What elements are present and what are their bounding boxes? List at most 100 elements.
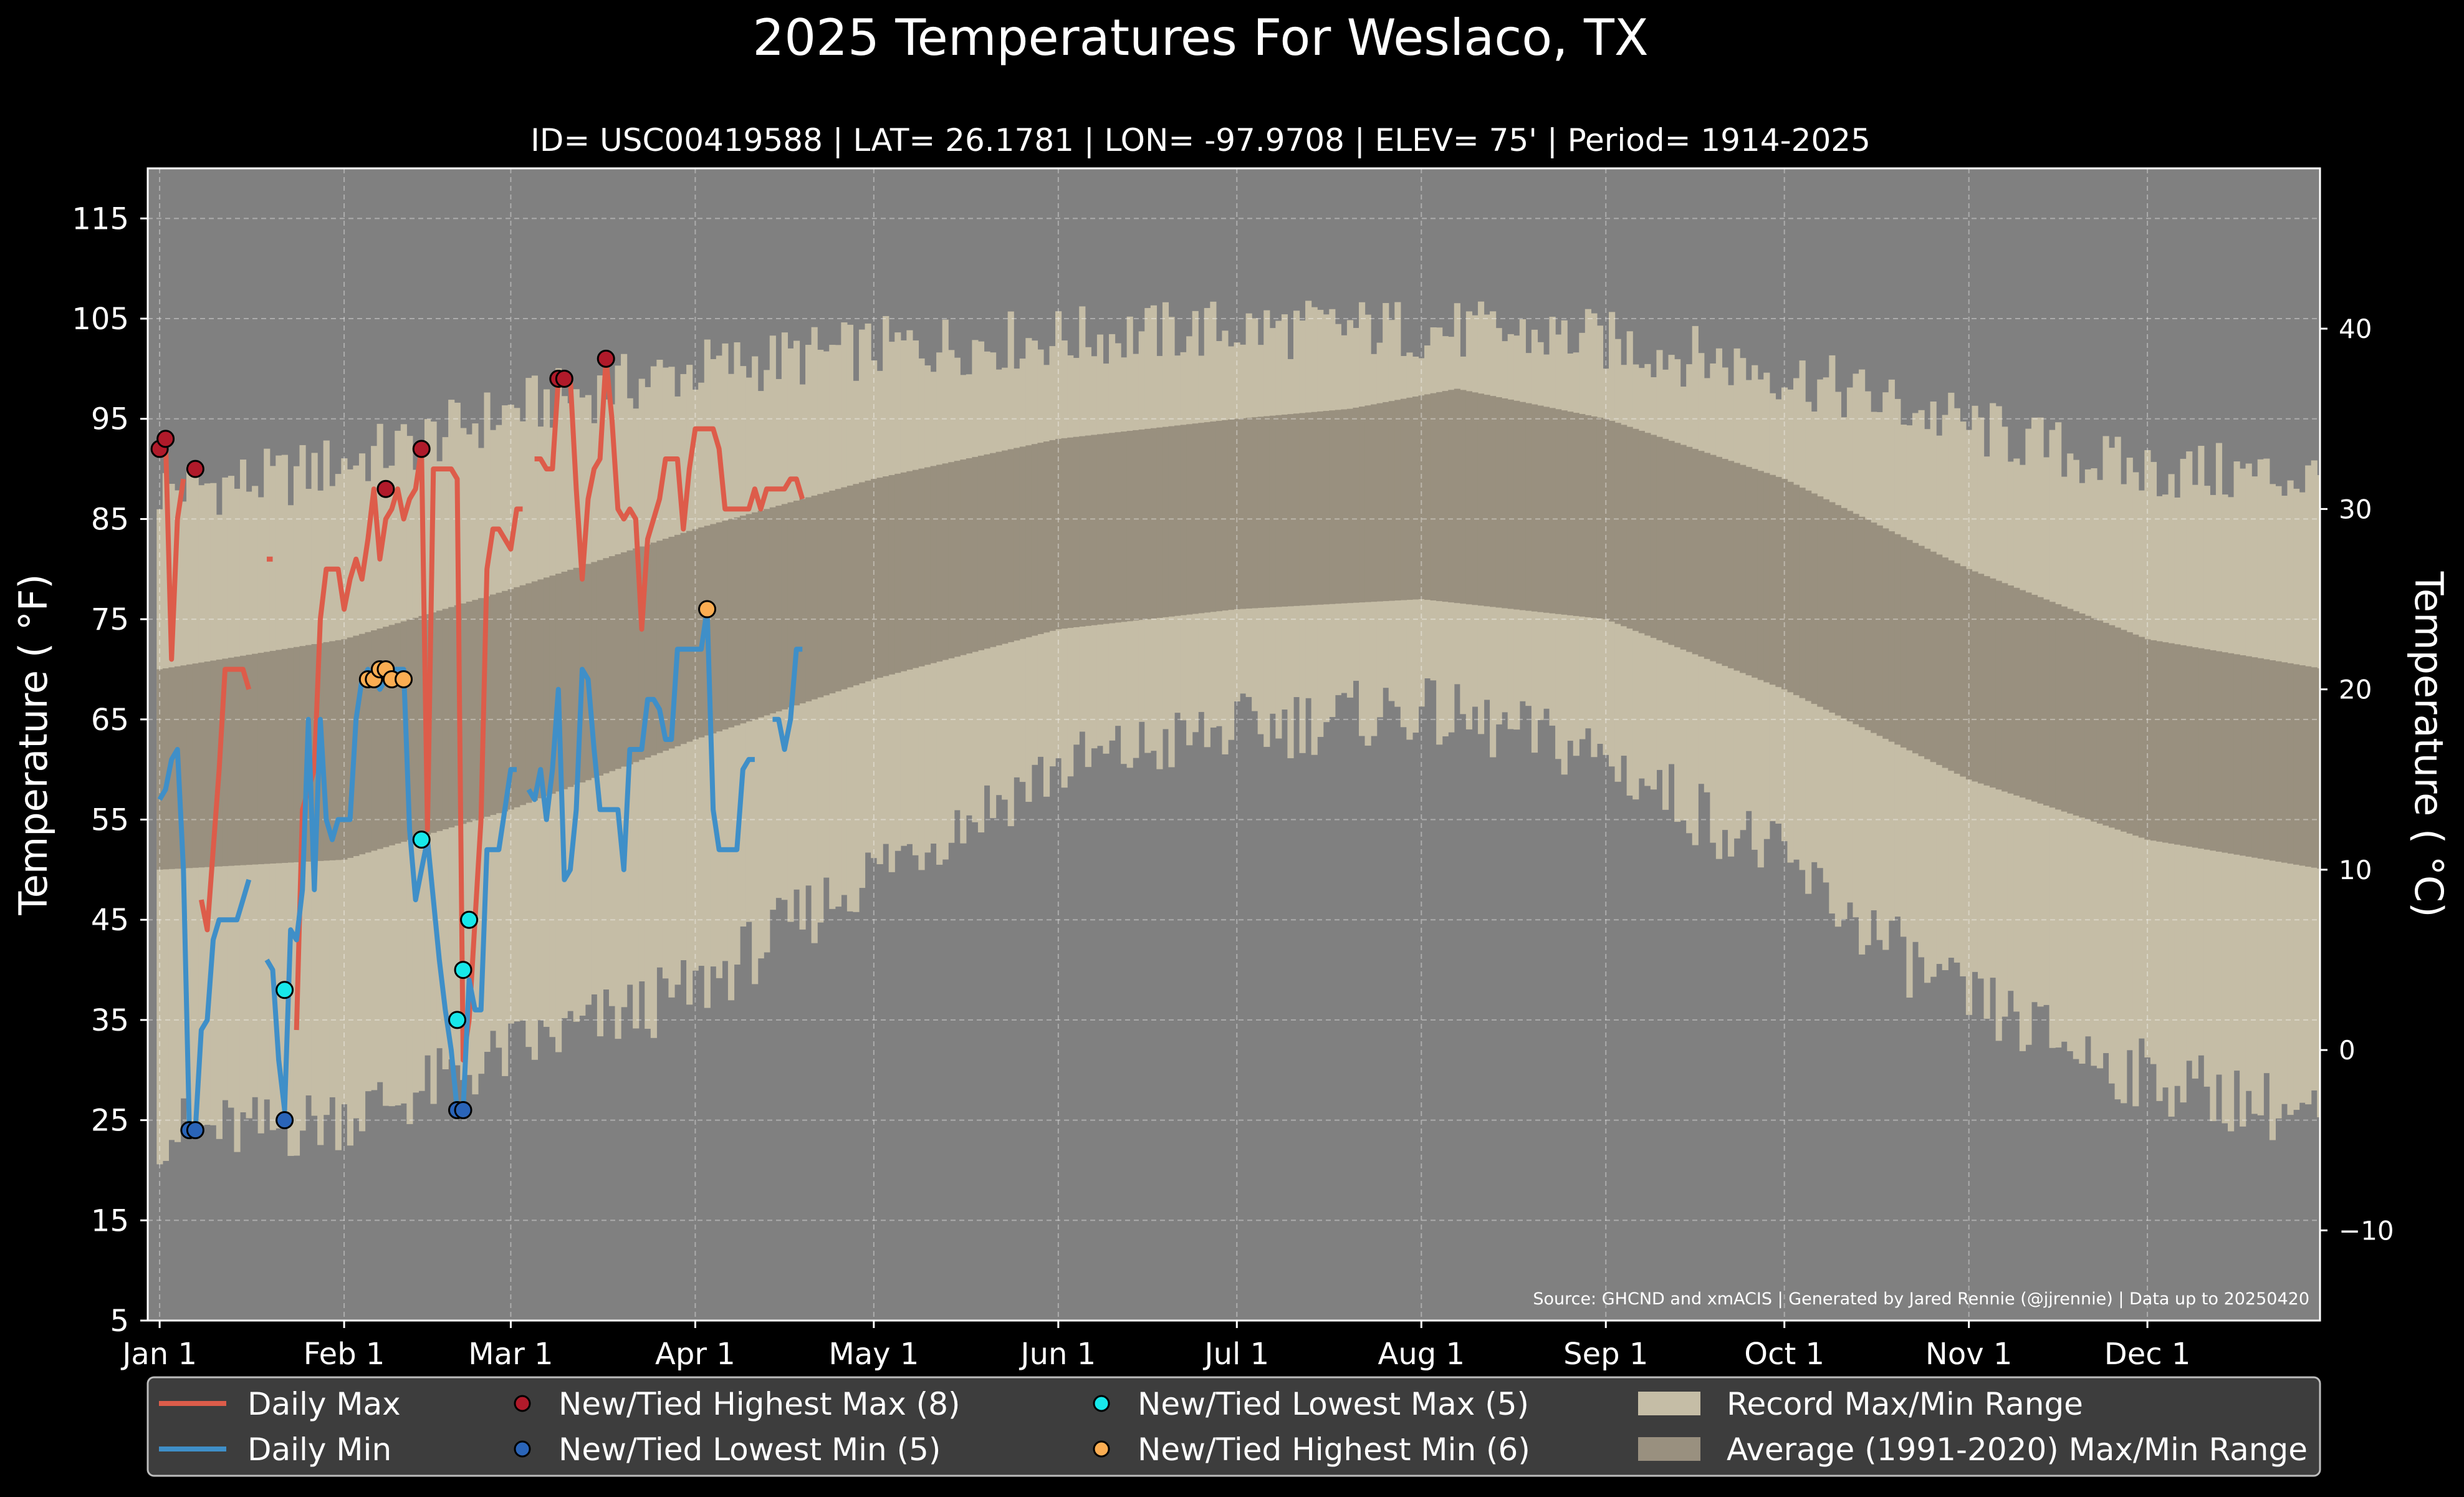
y-tick-label-right: 10 (2339, 855, 2372, 885)
legend-dot-swatch (514, 1440, 531, 1458)
y-axis-label-left: Temperature ( °F) (11, 574, 56, 915)
normal-range-bar (995, 451, 1002, 646)
normal-range-bar (805, 497, 812, 701)
normal-range-bar (1346, 408, 1354, 604)
normal-range-bar (1727, 461, 1735, 668)
normal-range-bar (1002, 450, 1009, 644)
normal-range-bar (210, 660, 217, 867)
legend-label: Record Max/Min Range (1727, 1386, 2083, 1422)
y-axis-label-right: Temperature ( °C) (2406, 571, 2452, 918)
normal-range-bar (841, 487, 848, 690)
normal-range-bar (514, 587, 520, 807)
normal-range-bar (2150, 640, 2157, 841)
normal-range-bar (1531, 404, 1538, 612)
normal-range-bar (2287, 663, 2294, 864)
normal-range-bar (716, 522, 722, 732)
normal-range-bar (1775, 476, 1782, 687)
normal-range-bar (2049, 602, 2056, 808)
normal-range-bar (1341, 409, 1348, 604)
normal-range-bar (1477, 393, 1485, 606)
normal-range-bar (1192, 423, 1199, 614)
legend-dot-swatch (1093, 1395, 1110, 1412)
normal-range-bar (2079, 614, 2086, 818)
normal-range-bar (1965, 569, 1973, 780)
normal-range-bar (2251, 657, 2258, 858)
y-tick-label-left: 115 (72, 201, 129, 236)
normal-range-bar (1162, 426, 1169, 617)
normal-range-bar (1406, 397, 1413, 600)
normal-range-bar (1275, 415, 1282, 607)
normal-range-bar (1829, 502, 1836, 713)
normal-range-bar (858, 482, 866, 683)
record-marker (412, 830, 431, 849)
normal-range-bar (1953, 563, 1960, 774)
normal-range-bar (1085, 435, 1091, 626)
normal-range-bar (1781, 479, 1788, 690)
normal-range-bar (2222, 652, 2228, 853)
record-range-bar (2323, 508, 2329, 1098)
normal-range-bar (1990, 578, 1997, 788)
normal-range-bar (1698, 451, 1705, 657)
normal-range-bar (1007, 449, 1014, 642)
normal-range-bar (1519, 402, 1526, 610)
normal-range-bar (1757, 471, 1764, 680)
legend-label: Daily Min (247, 1432, 391, 1468)
normal-range-bar (1156, 427, 1163, 618)
normal-range-bar (764, 509, 770, 716)
normal-range-bar (1293, 413, 1300, 606)
normal-range-bar (1174, 425, 1181, 616)
normal-range-bar (692, 529, 699, 739)
normal-range-bar (1644, 433, 1651, 636)
normal-range-bar (645, 544, 651, 758)
normal-range-bar (2257, 658, 2264, 859)
normal-range-bar (2138, 637, 2145, 838)
normal-range-bar (799, 499, 806, 704)
normal-range-bar (1204, 422, 1210, 613)
normal-range-bar (1632, 428, 1639, 631)
normal-range-bar (1252, 417, 1258, 609)
x-tick-label: Jul 1 (1202, 1337, 1269, 1372)
normal-range-bar (466, 602, 472, 822)
normal-range-bar (1495, 397, 1502, 608)
normal-range-bar (281, 648, 288, 863)
normal-range-bar (680, 532, 687, 744)
record-marker (460, 910, 479, 929)
normal-range-bar (2233, 654, 2240, 855)
normal-range-bar (1817, 496, 1824, 707)
x-tick-label: Nov 1 (1925, 1337, 2012, 1372)
normal-range-bar (234, 657, 241, 866)
normal-range-bar (1793, 484, 1800, 695)
source-note: Source: GHCND and xmACIS | Generated by … (1533, 1289, 2309, 1309)
normal-range-bar (430, 612, 437, 833)
normal-range-bar (1281, 414, 1288, 607)
record-marker (276, 981, 294, 999)
normal-range-bar (436, 610, 443, 831)
record-marker (186, 460, 204, 478)
normal-range-bar (1555, 409, 1562, 614)
y-tick-label-left: 55 (91, 803, 129, 838)
normal-range-bar (269, 650, 276, 864)
normal-range-bar (567, 569, 574, 787)
normal-range-bar (371, 630, 378, 851)
normal-range-bar (871, 479, 878, 680)
normal-range-bar (2192, 647, 2198, 848)
normal-range-bar (2132, 634, 2139, 836)
normal-range-bar (2037, 597, 2044, 804)
normal-range-bar (1609, 420, 1616, 622)
normal-range-bar (1841, 508, 1848, 719)
normal-range-bar (1257, 416, 1264, 608)
x-tick-label: Dec 1 (2104, 1337, 2191, 1372)
normal-range-bar (900, 472, 907, 671)
normal-range-bar (2228, 653, 2235, 854)
normal-range-bar (984, 454, 990, 649)
normal-range-bar (1507, 399, 1514, 609)
normal-range-bar (1037, 443, 1044, 634)
record-marker (186, 1121, 204, 1140)
normal-range-bar (2317, 668, 2320, 869)
normal-range-bar (525, 583, 532, 803)
normal-range-bar (1549, 408, 1556, 614)
record-marker (448, 1011, 466, 1029)
normal-range-bar (1912, 542, 1919, 754)
normal-range-bar (1811, 493, 1818, 704)
normal-range-bar (347, 637, 354, 858)
